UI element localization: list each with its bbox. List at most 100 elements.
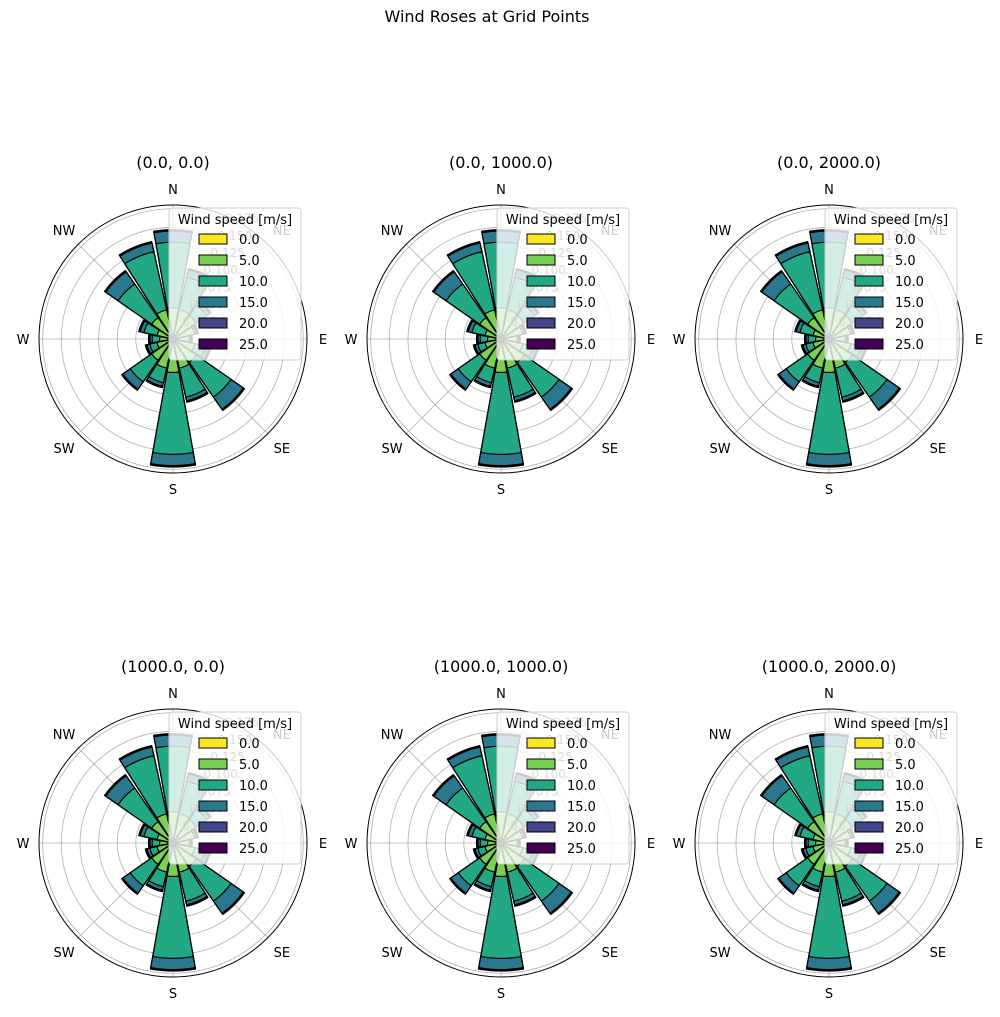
legend-swatch-0-0 xyxy=(198,233,228,245)
legend-label: 20.0 xyxy=(895,317,924,332)
direction-label-e: E xyxy=(319,837,327,852)
legend-label: 5.0 xyxy=(895,254,916,269)
direction-label-e: E xyxy=(647,837,655,852)
legend-swatch-5-0 xyxy=(526,254,556,266)
direction-label-sw: SW xyxy=(710,946,731,961)
legend-swatch-0-0 xyxy=(854,233,884,245)
legend-label: 10.0 xyxy=(239,779,268,794)
direction-label-w: W xyxy=(673,333,686,348)
legend-swatch-10-0 xyxy=(198,275,228,287)
legend-label: 5.0 xyxy=(895,758,916,773)
wind-rose-panel: (1000.0, 2000.0)0.0250.0500.0750.1000.12… xyxy=(673,657,984,1002)
legend: Wind speed [m/s] 0.0 5.0 10.0 15.0 20.0 25.0 xyxy=(496,207,630,361)
legend-label: 20.0 xyxy=(567,317,596,332)
legend-label: 0.0 xyxy=(239,233,260,248)
legend: Wind speed [m/s] 0.0 5.0 10.0 15.0 20.0 25.0 xyxy=(824,207,958,361)
legend-frame xyxy=(824,711,958,865)
direction-label-nw: NW xyxy=(53,224,76,239)
legend-label: 25.0 xyxy=(239,338,268,353)
legend-swatch-5-0 xyxy=(198,254,228,266)
legend-label: 20.0 xyxy=(239,317,268,332)
legend-swatch-10-0 xyxy=(526,779,556,791)
legend-swatch-10-0 xyxy=(198,779,228,791)
wind-rose-panel: (0.0, 2000.0)0.0250.0500.0750.1000.1250.… xyxy=(673,153,984,498)
direction-label-nw: NW xyxy=(709,728,732,743)
legend-swatch-20-0 xyxy=(198,821,228,833)
legend: Wind speed [m/s] 0.0 5.0 10.0 15.0 20.0 25.0 xyxy=(168,711,302,865)
legend-label: 10.0 xyxy=(239,275,268,290)
legend-swatch-20-0 xyxy=(526,317,556,329)
legend-label: 25.0 xyxy=(239,842,268,857)
legend: Wind speed [m/s] 0.0 5.0 10.0 15.0 20.0 25.0 xyxy=(496,711,630,865)
wind-bar-5-0-sw xyxy=(478,842,502,866)
direction-label-e: E xyxy=(975,333,983,348)
legend-label: 10.0 xyxy=(895,779,924,794)
legend-swatch-15-0 xyxy=(198,296,228,308)
legend-frame xyxy=(168,207,302,361)
direction-label-s: S xyxy=(825,483,833,498)
direction-label-sw: SW xyxy=(54,946,75,961)
subplot-grid: (0.0, 0.0)0.0250.0500.0750.1000.1250.150… xyxy=(17,153,984,1002)
legend-label: 25.0 xyxy=(567,842,596,857)
direction-label-n: N xyxy=(824,183,834,198)
legend-label: 25.0 xyxy=(895,842,924,857)
legend-swatch-5-0 xyxy=(198,758,228,770)
legend-label: 15.0 xyxy=(567,800,596,815)
direction-label-sw: SW xyxy=(382,442,403,457)
legend-label: 0.0 xyxy=(567,233,588,248)
polar-frame xyxy=(694,204,964,474)
polar-frame xyxy=(38,204,308,474)
subplot-title: (0.0, 2000.0) xyxy=(777,153,881,172)
direction-label-w: W xyxy=(17,837,30,852)
legend-swatch-20-0 xyxy=(854,317,884,329)
legend-label: 10.0 xyxy=(895,275,924,290)
legend-swatch-15-0 xyxy=(526,296,556,308)
direction-label-e: E xyxy=(975,837,983,852)
legend-frame xyxy=(496,711,630,865)
wind-bar-5-0-nw xyxy=(150,316,174,340)
direction-label-se: SE xyxy=(930,442,946,457)
legend-frame xyxy=(168,711,302,865)
legend-title: Wind speed [m/s] xyxy=(506,717,620,732)
legend-label: 5.0 xyxy=(239,254,260,269)
legend-label: 20.0 xyxy=(895,821,924,836)
figure-title: Wind Roses at Grid Points xyxy=(385,7,590,26)
legend-swatch-15-0 xyxy=(198,800,228,812)
legend-swatch-5-0 xyxy=(854,758,884,770)
polar-frame xyxy=(694,708,964,978)
wind-bar-5-0-nw xyxy=(806,820,830,844)
legend-label: 5.0 xyxy=(567,254,588,269)
legend-label: 0.0 xyxy=(895,233,916,248)
legend-swatch-5-0 xyxy=(854,254,884,266)
legend-label: 10.0 xyxy=(567,275,596,290)
legend-frame xyxy=(824,207,958,361)
direction-label-nw: NW xyxy=(709,224,732,239)
legend: Wind speed [m/s] 0.0 5.0 10.0 15.0 20.0 25.0 xyxy=(824,711,958,865)
legend-label: 5.0 xyxy=(567,758,588,773)
polar-frame xyxy=(38,708,308,978)
legend-swatch-25-0 xyxy=(526,338,556,350)
legend-title: Wind speed [m/s] xyxy=(178,717,292,732)
subplot-title: (0.0, 0.0) xyxy=(136,153,210,172)
direction-label-sw: SW xyxy=(382,946,403,961)
legend-label: 0.0 xyxy=(895,737,916,752)
legend-label: 15.0 xyxy=(239,296,268,311)
direction-label-w: W xyxy=(17,333,30,348)
legend-swatch-25-0 xyxy=(854,338,884,350)
legend-label: 20.0 xyxy=(239,821,268,836)
direction-label-s: S xyxy=(169,483,177,498)
direction-label-se: SE xyxy=(274,442,290,457)
legend-swatch-15-0 xyxy=(526,800,556,812)
legend-swatch-0-0 xyxy=(198,737,228,749)
direction-label-s: S xyxy=(497,483,505,498)
direction-label-s: S xyxy=(825,987,833,1002)
wind-bar-5-0-nw xyxy=(478,316,502,340)
wind-rose-panel: (0.0, 1000.0)0.0250.0500.0750.1000.1250.… xyxy=(345,153,656,498)
legend-swatch-25-0 xyxy=(526,842,556,854)
wind-rose-panel: (1000.0, 1000.0)0.0250.0500.0750.1000.12… xyxy=(345,657,656,1002)
legend-swatch-25-0 xyxy=(198,338,228,350)
legend-swatch-0-0 xyxy=(854,737,884,749)
legend-swatch-0-0 xyxy=(526,233,556,245)
wind-bar-10-0-s xyxy=(808,842,850,959)
legend-swatch-5-0 xyxy=(526,758,556,770)
